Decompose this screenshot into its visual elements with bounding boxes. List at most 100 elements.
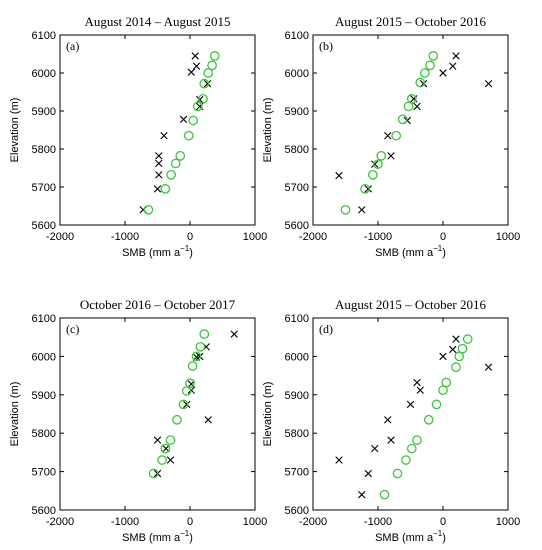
y-axis-label: Elevation (m) <box>9 98 21 163</box>
measured-point <box>384 416 392 424</box>
panel-label: (a) <box>66 39 79 53</box>
y-tick-label: 6100 <box>285 313 309 325</box>
modelled-point <box>379 489 390 500</box>
panel-label: (b) <box>319 39 333 53</box>
y-tick-label: 5600 <box>285 505 309 517</box>
measured-point <box>439 69 447 77</box>
y-tick-label: 5900 <box>32 390 56 402</box>
modelled-point <box>198 93 208 104</box>
y-axis-label: Elevation (m) <box>262 98 274 163</box>
measured-point <box>203 79 212 88</box>
y-tick-label: 5700 <box>285 467 309 479</box>
modelled-point <box>172 414 182 425</box>
y-tick-label: 5600 <box>285 220 309 232</box>
measured-point <box>416 386 424 394</box>
x-axis-label: SMB (mm a−1) <box>122 529 193 544</box>
modelled-point <box>373 159 383 170</box>
modelled-point <box>203 68 214 78</box>
modelled-point <box>423 414 434 425</box>
measured-point <box>413 378 421 387</box>
y-tick-label: 5800 <box>285 144 309 156</box>
measured-point <box>484 363 493 371</box>
measured-point <box>160 132 168 140</box>
x-tick-label: -1000 <box>364 231 392 243</box>
measured-point <box>452 52 460 60</box>
x-tick-label: 1000 <box>243 516 267 528</box>
y-tick-label: 6000 <box>285 351 309 363</box>
measured-point <box>155 171 163 179</box>
modelled-point <box>207 60 217 71</box>
x-tick-label: -2000 <box>299 516 327 528</box>
modelled-point <box>170 158 181 169</box>
measured-point <box>371 444 379 453</box>
measured-point <box>419 79 428 88</box>
chart-panel-2: October 2016 – October 2017(c) -2000 -1000… <box>9 297 267 544</box>
y-tick-label: 6000 <box>32 351 56 363</box>
modelled-point <box>376 150 387 161</box>
chart-panel-1: August 2015 – October 2016(b) -2000 -1000 0… <box>262 14 520 259</box>
measured-point <box>153 185 162 193</box>
chart-panel-3: August 2015 – October 2016(d) -2000 -1000 0… <box>262 297 520 544</box>
x-tick-label: 1000 <box>243 231 267 243</box>
modelled-point <box>412 435 422 445</box>
modelled-point <box>454 351 465 362</box>
modelled-point <box>391 130 402 141</box>
plot-frame <box>59 34 256 226</box>
modelled-point <box>451 362 461 373</box>
modelled-point <box>183 130 194 141</box>
modelled-point <box>209 51 220 61</box>
measured-point <box>155 159 163 168</box>
measured-point <box>183 400 191 409</box>
x-tick-label: 0 <box>187 231 193 243</box>
y-tick-label: 5700 <box>285 182 309 194</box>
measured-point <box>452 335 460 343</box>
y-tick-label: 6100 <box>285 30 309 42</box>
y-tick-label: 5800 <box>285 428 309 440</box>
modelled-point <box>175 150 186 161</box>
measured-point <box>364 469 372 478</box>
panel-label: (c) <box>66 322 79 336</box>
measured-point <box>230 330 238 338</box>
y-tick-label: 6000 <box>285 68 309 80</box>
y-tick-label: 5800 <box>32 428 56 440</box>
modelled-point <box>166 169 176 180</box>
measured-point <box>335 171 343 180</box>
measured-point <box>179 115 188 124</box>
modelled-point <box>462 334 473 344</box>
modelled-point <box>428 51 439 61</box>
modelled-point <box>431 399 442 410</box>
x-tick-label: -2000 <box>46 516 74 528</box>
y-tick-label: 5700 <box>32 467 56 479</box>
x-tick-label: 1000 <box>496 516 520 528</box>
y-axis-label: Elevation (m) <box>9 382 21 447</box>
measured-point <box>358 206 366 214</box>
measured-point <box>364 185 372 193</box>
modelled-point <box>199 78 210 89</box>
measured-point <box>187 68 195 76</box>
measured-point <box>204 416 212 424</box>
modelled-point <box>160 443 171 454</box>
y-tick-label: 5600 <box>32 220 56 232</box>
modelled-point <box>392 468 403 479</box>
measured-point <box>439 352 447 361</box>
y-axis-label: Elevation (m) <box>262 382 274 447</box>
modelled-point <box>425 60 435 71</box>
measured-point <box>413 102 421 111</box>
measured-point <box>358 490 366 499</box>
measured-point <box>387 152 395 160</box>
measured-point <box>371 160 379 168</box>
modelled-point <box>157 455 167 465</box>
plot-frame <box>59 317 256 511</box>
chart-title: August 2014 – August 2015 <box>85 14 231 29</box>
chart-title: August 2015 – October 2016 <box>335 14 486 29</box>
modelled-point <box>148 468 159 479</box>
y-tick-label: 5900 <box>32 106 56 118</box>
modelled-point <box>178 399 189 410</box>
y-tick-label: 6100 <box>32 313 56 325</box>
x-tick-label: -1000 <box>364 516 392 528</box>
modelled-point <box>181 386 192 396</box>
measured-point <box>153 436 162 444</box>
modelled-point <box>403 101 414 112</box>
measured-point <box>166 456 175 464</box>
